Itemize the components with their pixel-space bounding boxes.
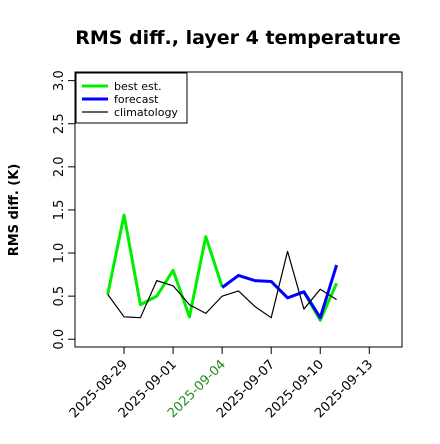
y-axis-label: RMS diff. (K) <box>7 164 22 257</box>
series-line <box>107 250 337 319</box>
y-tick-label: 0.5 <box>52 286 67 307</box>
y-tick-label: 2.5 <box>52 113 67 134</box>
chart-title: RMS diff., layer 4 temperature <box>75 27 401 49</box>
legend-label: climatology <box>114 106 178 119</box>
y-tick-label: 1.0 <box>52 243 67 264</box>
y-tick-label: 0.0 <box>52 329 67 350</box>
y-tick-label: 3.0 <box>52 70 67 91</box>
y-tick-label: 2.0 <box>52 156 67 177</box>
legend-label: forecast <box>114 93 159 106</box>
y-tick-label: 1.5 <box>52 200 67 221</box>
legend-label: best est. <box>114 80 162 93</box>
series-line <box>221 264 339 320</box>
